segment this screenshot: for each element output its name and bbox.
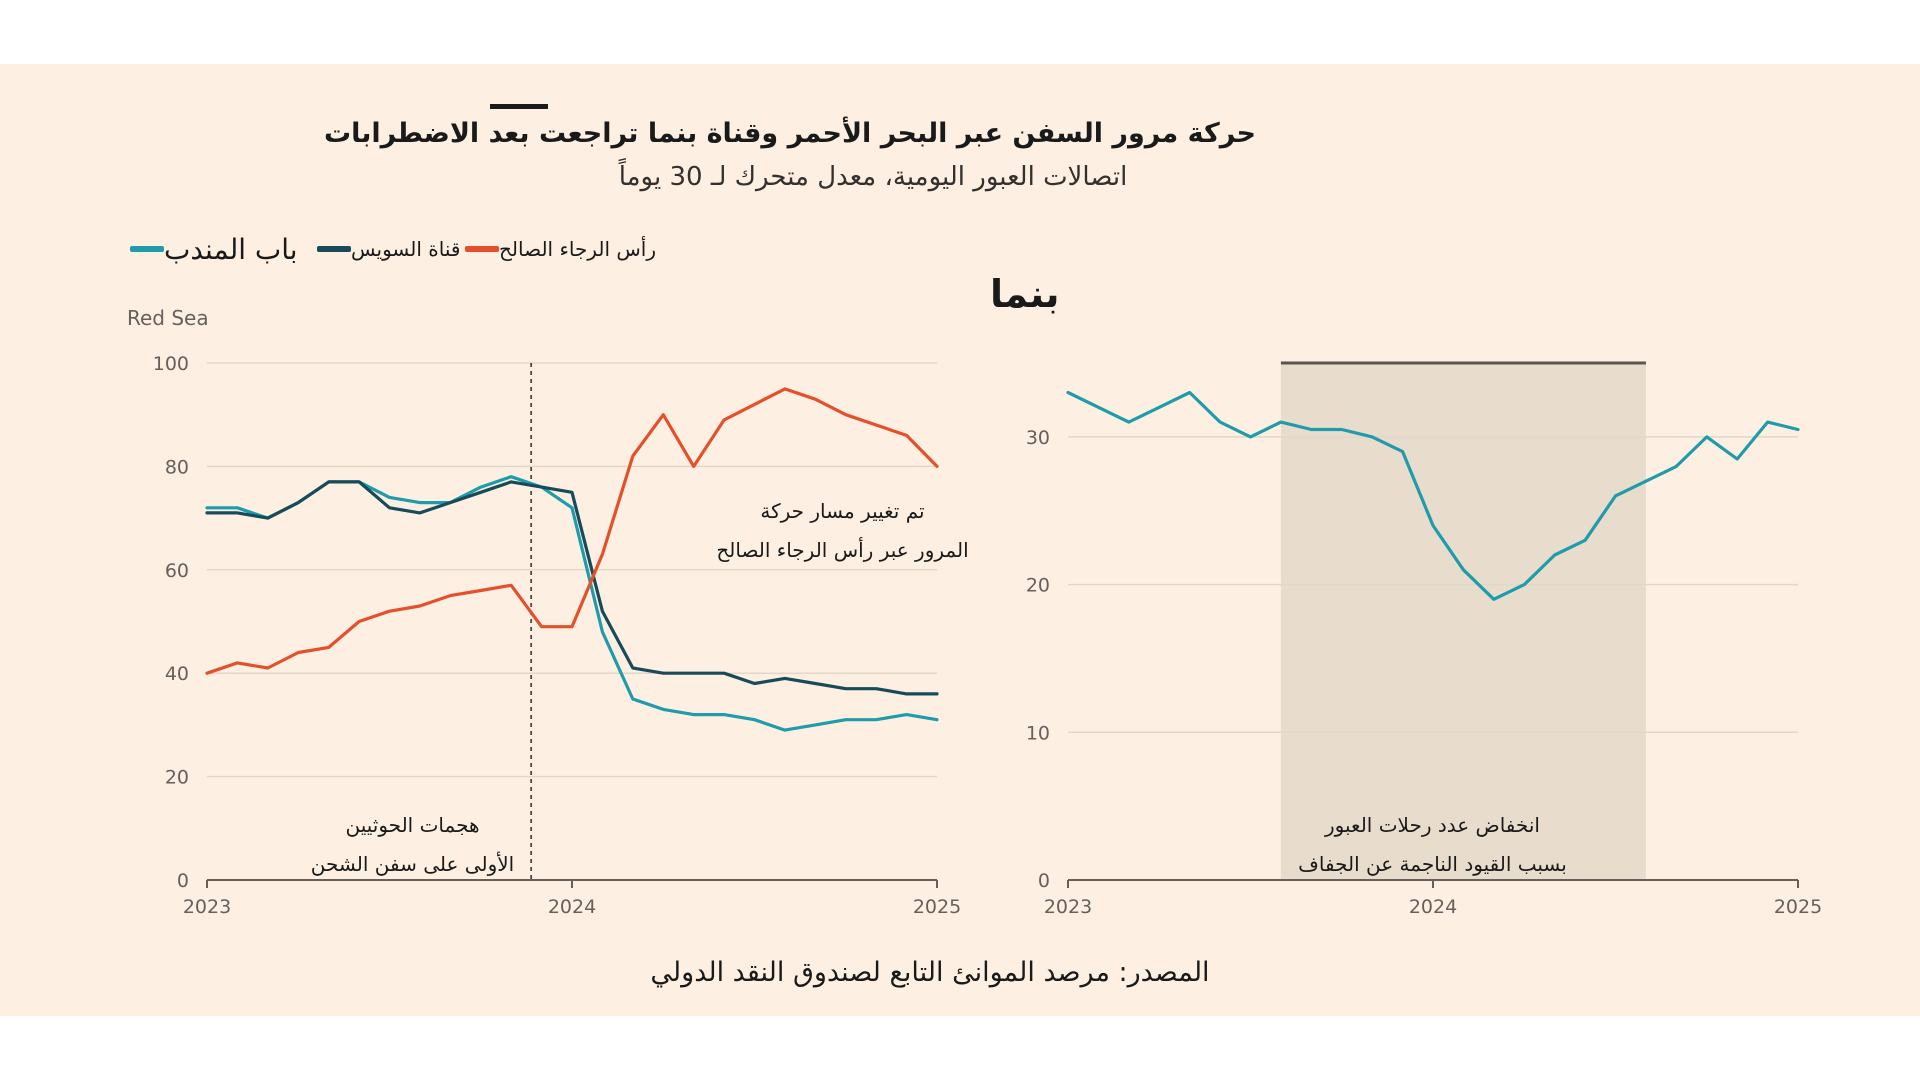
legend-label: قناة السويس [351, 237, 461, 261]
chart-title: حركة مرور السفن عبر البحر الأحمر وقناة ب… [323, 118, 1256, 149]
red-sea-y-tick-label: 40 [165, 663, 189, 685]
red-sea-y-tick-label: 20 [165, 767, 189, 789]
panama-x-tick-label: 2024 [1409, 896, 1457, 918]
red-sea-series-line-2 [205, 387, 939, 675]
panama-shaded-range [1280, 363, 1646, 880]
legend-item-bab-el-mandeb: باب المندب [128, 232, 298, 266]
legend-label: باب المندب [164, 232, 298, 266]
annotation-line: تم تغيير مسار حركة [760, 499, 925, 523]
legend-label: رأس الرجاء الصالح [499, 237, 656, 261]
annotation-houthi-attacks: هجمات الحوثيين الأولى على سفن الشحن [290, 806, 535, 884]
panama-y-tick-label: 0 [1038, 870, 1050, 892]
right-panel-label: بنما [990, 272, 1060, 316]
panama-y-tick-label: 10 [1026, 722, 1050, 744]
red-sea-y-tick-label: 60 [165, 560, 189, 582]
red-sea-y-tick-label: 0 [177, 870, 189, 892]
annotation-line: المرور عبر رأس الرجاء الصالح [716, 538, 969, 562]
annotation-drought-restrictions: انخفاض عدد رحلات العبور بسبب القيود النا… [1275, 806, 1590, 884]
source-note: المصدر: مرصد الموانئ التابع لصندوق النقد… [650, 957, 1210, 988]
red-sea-series-line-1 [205, 480, 939, 696]
annotation-line: انخفاض عدد رحلات العبور [1325, 813, 1540, 837]
red-sea-x-tick-label: 2025 [913, 896, 961, 918]
legend-item-cape-of-good-hope: رأس الرجاء الصالح [463, 234, 656, 264]
red-sea-x-tick-label: 2023 [183, 896, 231, 918]
title-rule [490, 104, 548, 109]
legend-swatch [130, 246, 164, 252]
red-sea-x-tick-label: 2024 [548, 896, 596, 918]
left-panel-label: Red Sea [127, 306, 209, 330]
annotation-line: بسبب القيود الناجمة عن الجفاف [1298, 852, 1567, 876]
panama-x-tick-label: 2023 [1044, 896, 1092, 918]
red-sea-y-tick-label: 100 [153, 353, 189, 375]
annotation-line: الأولى على سفن الشحن [310, 852, 515, 876]
panama-series-line-0 [1066, 390, 1800, 601]
panama-y-tick-label: 20 [1026, 575, 1050, 597]
red-sea-y-tick-label: 80 [165, 456, 189, 478]
panama-y-tick-label: 30 [1026, 427, 1050, 449]
annotation-line: هجمات الحوثيين [345, 813, 480, 837]
chart-subtitle: اتصالات العبور اليومية، معدل متحرك لـ 30… [618, 162, 1128, 192]
legend-swatch [317, 246, 351, 252]
annotation-rerouted-traffic: تم تغيير مسار حركة المرور عبر رأس الرجاء… [705, 492, 980, 570]
panama-x-tick-label: 2025 [1774, 896, 1822, 918]
legend-item-suez-canal: قناة السويس [315, 234, 460, 264]
legend-swatch [465, 246, 499, 252]
